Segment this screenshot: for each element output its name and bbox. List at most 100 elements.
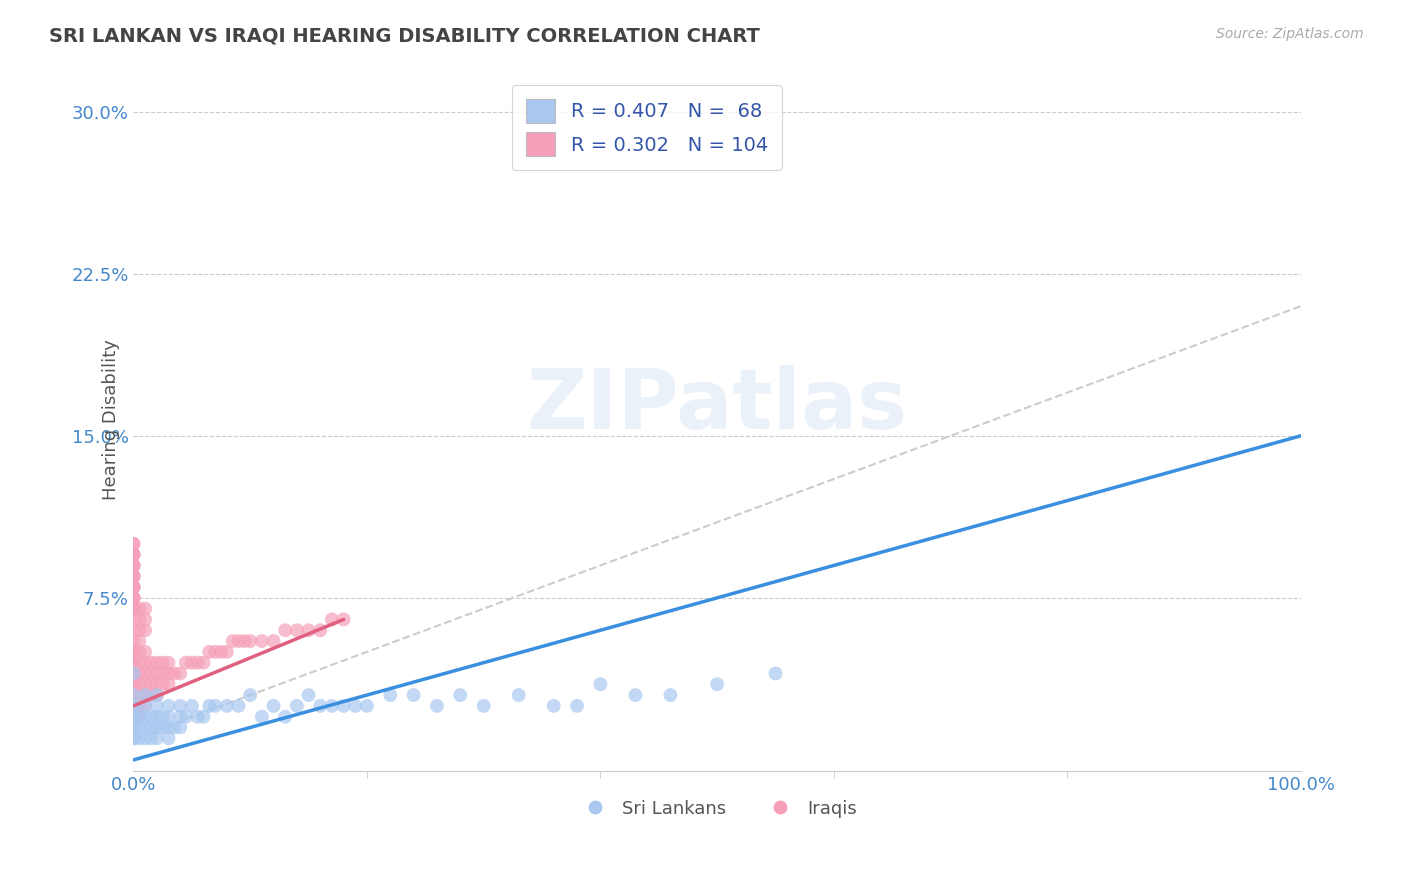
Point [128,645,150,659]
Point [122,558,145,573]
Point [122,688,145,702]
Point [152,721,174,735]
Point [157,698,180,713]
Point [134,666,156,681]
Point [134,645,156,659]
Point [122,698,145,713]
Point [193,656,215,670]
Point [297,688,319,702]
Point [589,677,612,691]
Point [122,548,145,562]
Point [402,688,425,702]
Point [122,709,145,723]
Point [128,656,150,670]
Point [426,698,449,713]
Point [146,677,169,691]
Point [204,698,226,713]
Point [321,612,343,626]
Point [163,721,186,735]
Point [163,666,186,681]
Point [139,666,162,681]
Point [134,677,156,691]
Point [122,601,145,615]
Point [122,731,145,746]
Point [332,612,354,626]
Point [122,709,145,723]
Point [228,698,250,713]
Point [122,666,145,681]
Point [128,709,150,723]
Point [128,698,150,713]
Point [122,548,145,562]
Point [146,721,169,735]
Point [134,709,156,723]
Point [134,624,156,638]
Point [122,709,145,723]
Point [209,645,232,659]
Point [765,666,787,681]
Point [169,721,191,735]
Point [139,688,162,702]
Point [157,731,180,746]
Point [263,698,285,713]
Point [139,731,162,746]
Point [134,656,156,670]
Point [508,688,530,702]
Point [180,656,202,670]
Point [157,709,180,723]
Point [122,537,145,551]
Point [285,698,308,713]
Point [152,677,174,691]
Point [228,634,250,648]
Point [122,645,145,659]
Point [139,677,162,691]
Point [122,601,145,615]
Point [122,569,145,583]
Point [624,688,647,702]
Point [285,624,308,638]
Point [274,624,297,638]
Point [297,624,319,638]
Point [139,709,162,723]
Point [122,580,145,594]
Point [122,721,145,735]
Point [122,688,145,702]
Point [309,698,332,713]
Point [122,591,145,605]
Point [146,656,169,670]
Point [139,656,162,670]
Point [128,709,150,723]
Point [122,601,145,615]
Point [169,666,191,681]
Point [250,709,273,723]
Point [122,688,145,702]
Point [122,548,145,562]
Point [134,698,156,713]
Point [128,688,150,702]
Point [122,624,145,638]
Point [239,634,262,648]
Point [122,698,145,713]
Point [128,624,150,638]
Point [146,666,169,681]
Point [134,731,156,746]
Point [122,709,145,723]
Point [122,666,145,681]
Point [215,645,238,659]
Point [139,721,162,735]
Point [122,580,145,594]
Point [152,666,174,681]
Point [222,634,245,648]
Point [543,698,565,713]
Point [146,709,169,723]
Point [122,591,145,605]
Point [380,688,402,702]
Point [187,709,209,723]
Point [128,666,150,681]
Point [250,634,273,648]
Point [157,666,180,681]
Point [198,698,221,713]
Point [180,698,202,713]
Point [134,688,156,702]
Point [128,721,150,735]
